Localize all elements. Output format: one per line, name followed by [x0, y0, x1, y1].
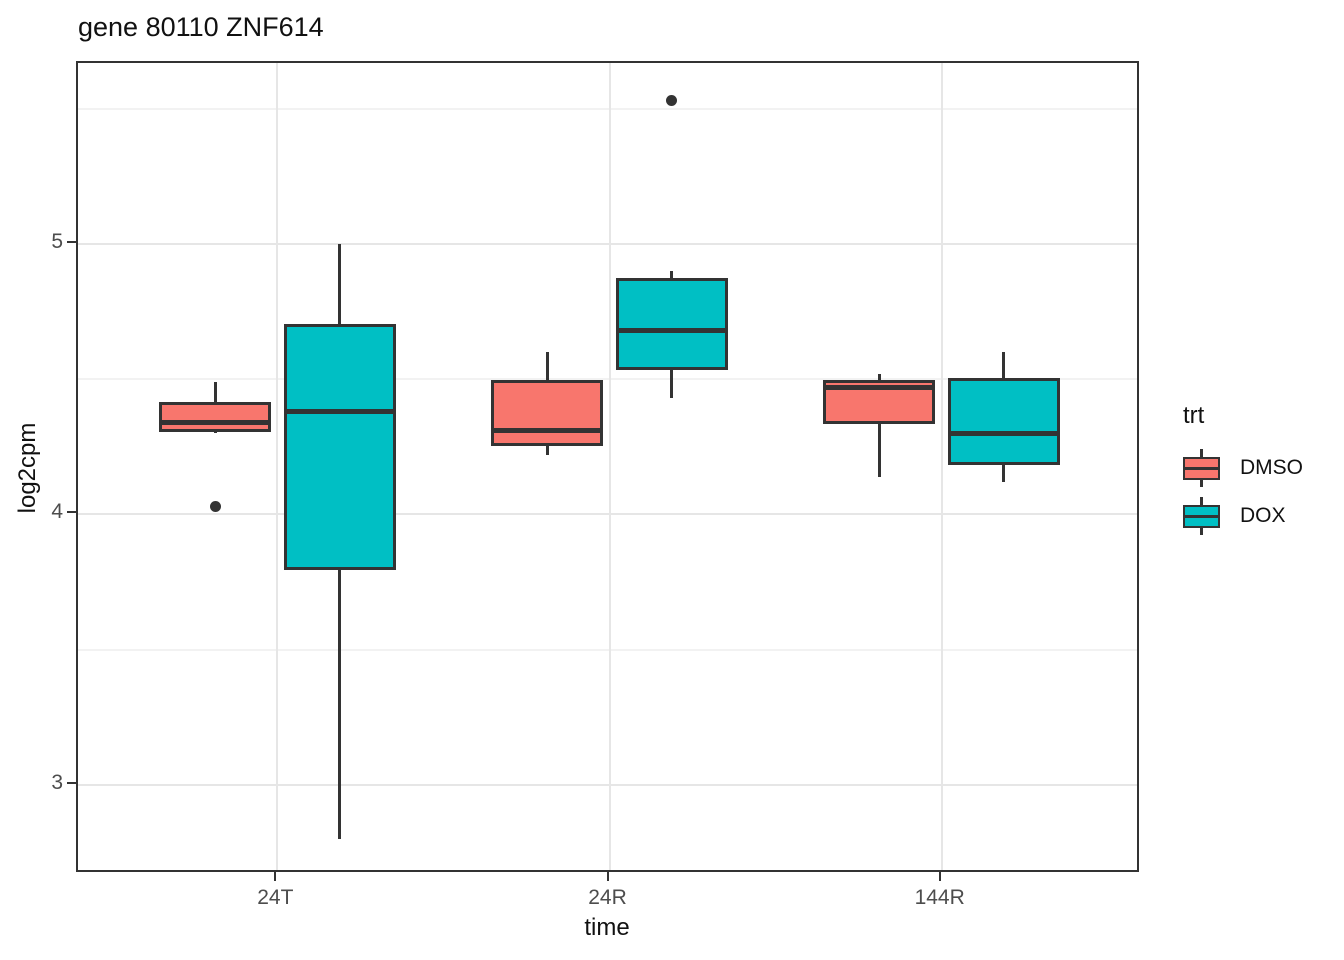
- gridline-major: [78, 243, 1137, 246]
- y-tick-mark: [67, 781, 76, 784]
- legend-key-median: [1183, 467, 1220, 470]
- gridline-major: [78, 513, 1137, 516]
- whisker-lower-DOX-24T: [338, 568, 342, 839]
- boxplot-box-DOX-144R: [947, 377, 1060, 465]
- boxplot-box-DOX-24T: [283, 323, 396, 571]
- chart-title: gene 80110 ZNF614: [78, 12, 324, 42]
- x-tick-mark: [274, 872, 277, 881]
- legend-entry-DMSO: DMSO: [1183, 444, 1303, 492]
- outlier-point-DMSO-24T: [209, 500, 221, 512]
- median-line-DMSO-24T: [159, 420, 271, 426]
- x-tick-label: 24T: [257, 886, 294, 909]
- legend-key-median: [1183, 515, 1220, 518]
- whisker-upper-DMSO-144R: [877, 373, 881, 382]
- legend-entries: DMSO DOX: [1183, 444, 1303, 540]
- y-tick-label: 4: [51, 500, 63, 524]
- plot-area: [78, 63, 1137, 870]
- median-line-DOX-24R: [615, 328, 728, 334]
- legend-title: trt: [1183, 402, 1205, 429]
- legend-key-DOX: [1183, 495, 1221, 537]
- y-tick-label: 3: [51, 770, 63, 794]
- legend-label-DOX: DOX: [1240, 504, 1286, 527]
- y-axis-title: log2cpm: [14, 422, 41, 514]
- legend-key-DMSO: [1183, 447, 1221, 489]
- legend-label-DMSO: DMSO: [1240, 456, 1303, 479]
- gridline-vertical: [276, 63, 279, 870]
- y-tick-mark: [67, 511, 76, 514]
- whisker-lower-DMSO-24R: [545, 444, 549, 455]
- y-tick-label: 5: [51, 230, 63, 254]
- gridline-minor: [78, 648, 1137, 651]
- gridline-minor: [78, 107, 1137, 110]
- gridline-vertical: [608, 63, 611, 870]
- plot-panel: [76, 61, 1139, 872]
- legend-entry-DOX: DOX: [1183, 492, 1303, 540]
- median-line-DOX-144R: [947, 430, 1060, 436]
- median-line-DOX-24T: [283, 409, 396, 415]
- boxplot-box-DMSO-24R: [491, 380, 604, 446]
- gridline-minor: [78, 378, 1137, 381]
- x-axis-title: time: [584, 914, 630, 941]
- whisker-upper-DMSO-24R: [545, 352, 549, 382]
- boxplot-box-DOX-24R: [615, 277, 728, 370]
- whisker-upper-DOX-24T: [338, 244, 342, 326]
- outlier-point-DOX-24R: [666, 95, 678, 107]
- median-line-DMSO-144R: [823, 384, 936, 390]
- y-tick-mark: [67, 241, 76, 244]
- x-tick-label: 24R: [588, 886, 627, 909]
- whisker-lower-DOX-24R: [670, 368, 674, 399]
- legend: trt DMSO DOX: [1183, 402, 1303, 540]
- whisker-upper-DOX-24R: [670, 271, 674, 280]
- median-line-DMSO-24R: [491, 428, 604, 434]
- whisker-lower-DMSO-144R: [877, 422, 881, 477]
- gridline-vertical: [940, 63, 943, 870]
- boxplot-box-DMSO-24T: [159, 402, 271, 433]
- whisker-upper-DMSO-24T: [213, 381, 217, 404]
- x-tick-label: 144R: [914, 886, 965, 909]
- whisker-upper-DOX-144R: [1002, 352, 1006, 380]
- x-tick-mark: [938, 872, 941, 881]
- gridline-major: [78, 783, 1137, 786]
- whisker-lower-DOX-144R: [1002, 463, 1006, 482]
- x-tick-mark: [606, 872, 609, 881]
